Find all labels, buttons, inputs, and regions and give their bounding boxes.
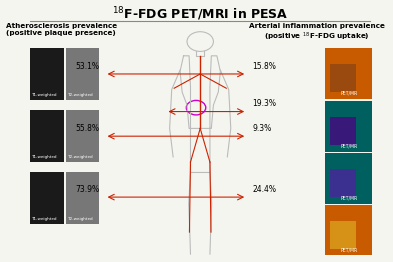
Bar <box>66 172 99 224</box>
Text: T1-weighted: T1-weighted <box>31 93 57 97</box>
Bar <box>325 48 372 99</box>
Bar <box>66 48 99 100</box>
Bar <box>331 169 356 197</box>
Text: Arterial inflammation prevalence
(positive $^{18}$F-FDG uptake): Arterial inflammation prevalence (positi… <box>249 23 384 43</box>
Bar <box>325 153 372 204</box>
Bar <box>30 48 64 100</box>
Text: PET/MR: PET/MR <box>340 90 357 95</box>
Bar <box>325 205 372 255</box>
Text: 24.4%: 24.4% <box>252 185 276 194</box>
Text: T2-weighted: T2-weighted <box>67 155 92 159</box>
Text: Atherosclerosis prevalence
(positive plaque presence): Atherosclerosis prevalence (positive pla… <box>6 23 117 36</box>
Text: 19.3%: 19.3% <box>252 99 276 108</box>
Text: 53.1%: 53.1% <box>75 62 99 71</box>
Bar <box>30 110 64 162</box>
Text: 73.9%: 73.9% <box>75 185 99 194</box>
Text: 9.3%: 9.3% <box>252 124 272 133</box>
Text: T2-weighted: T2-weighted <box>67 93 92 97</box>
Bar <box>30 172 64 224</box>
Text: T2-weighted: T2-weighted <box>67 217 92 221</box>
Bar <box>331 64 356 92</box>
Text: PET/MR: PET/MR <box>340 144 357 149</box>
Bar <box>66 110 99 162</box>
Text: $^{18}$F-FDG PET/MRI in PESA: $^{18}$F-FDG PET/MRI in PESA <box>112 5 288 23</box>
Text: 55.8%: 55.8% <box>75 124 99 133</box>
Text: T1-weighted: T1-weighted <box>31 155 57 159</box>
Bar <box>331 221 356 249</box>
Bar <box>331 117 356 145</box>
Text: 15.8%: 15.8% <box>252 62 276 71</box>
Text: T1-weighted: T1-weighted <box>31 217 57 221</box>
Bar <box>325 101 372 152</box>
Text: PET/MR: PET/MR <box>340 195 357 200</box>
Text: PET/MR: PET/MR <box>340 247 357 252</box>
